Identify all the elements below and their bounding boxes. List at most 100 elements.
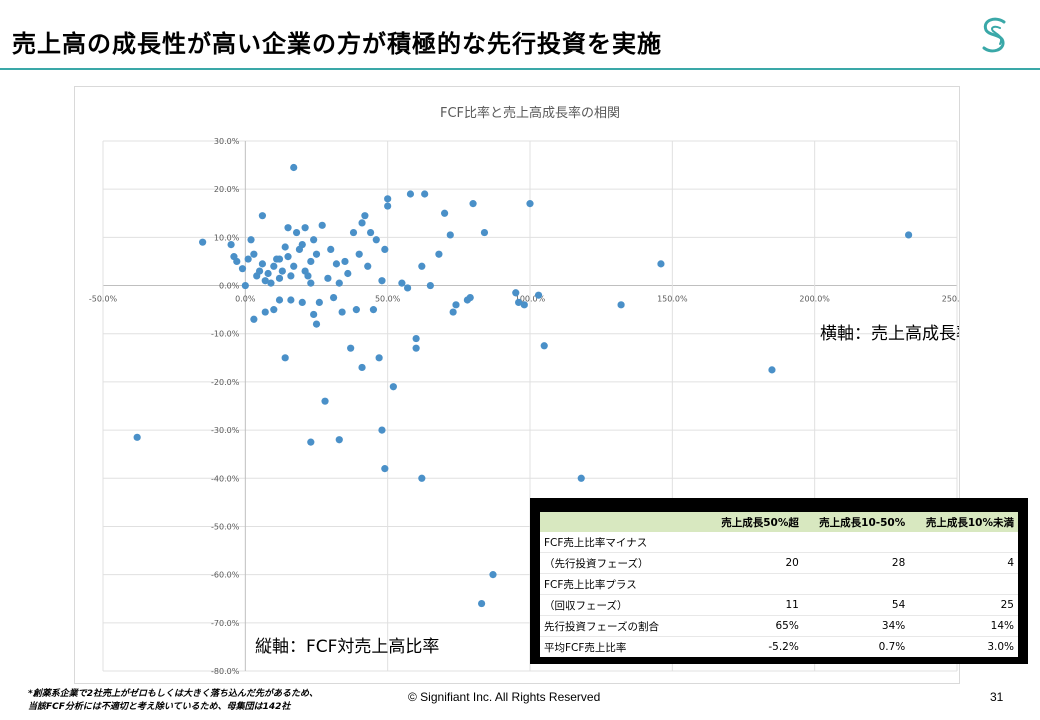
scatter-point (577, 474, 585, 482)
footnote-line: *創薬系企業で2社売上がゼロもしくは大きく落ち込んだ先があるため、 (28, 689, 318, 699)
scatter-point (355, 250, 363, 258)
scatter-point (389, 383, 397, 391)
x-tick-label: 250.0% (942, 295, 959, 304)
scatter-point (449, 308, 457, 316)
scatter-point (298, 240, 306, 249)
y-axis-label: 縦軸：FCF対売上高比率 (255, 637, 439, 657)
scatter-point (304, 272, 312, 280)
table-cell (803, 532, 909, 553)
scatter-point (478, 599, 486, 608)
scatter-point (307, 279, 315, 287)
scatter-point (512, 289, 520, 297)
table-row: FCF売上比率マイナス (540, 532, 1018, 553)
scatter-point (435, 250, 443, 258)
scatter-point (301, 224, 309, 232)
scatter-point (361, 212, 369, 220)
y-tick-label: -10.0% (211, 330, 240, 339)
x-axis-label: 横軸：売上高成長率 (820, 324, 959, 344)
scatter-point (315, 298, 323, 307)
scatter-point (384, 195, 392, 203)
scatter-point (406, 190, 415, 198)
slide-title: 売上高の成長性が高い企業の方が積極的な先行投資を実施 (12, 30, 662, 58)
scatter-point (358, 363, 366, 372)
y-tick-label: -30.0% (211, 426, 240, 435)
x-tick-label: -50.0% (89, 295, 118, 304)
scatter-point (238, 265, 247, 273)
scatter-point (329, 293, 338, 302)
scatter-point (341, 257, 349, 266)
scatter-point (384, 202, 392, 210)
table-cell: 11 (706, 594, 803, 616)
scatter-point (310, 236, 318, 244)
scatter-point (905, 231, 913, 239)
scatter-point (284, 253, 292, 261)
scatter-point (270, 262, 278, 270)
scatter-point (332, 260, 341, 268)
scatter-point (412, 334, 420, 343)
scatter-point (275, 296, 284, 304)
row-label: （回収フェーズ） (540, 594, 706, 616)
scatter-point (258, 260, 267, 268)
table-cell (802, 573, 910, 595)
scatter-point (452, 301, 460, 309)
y-tick-label: 20.0% (214, 185, 240, 194)
scatter-point (199, 238, 207, 246)
chart-title: FCF比率と売上高成長率の相関 (440, 105, 620, 121)
scatter-point (335, 279, 343, 287)
scatter-point (244, 255, 252, 263)
x-tick-label: 100.0% (515, 295, 546, 304)
scatter-point (255, 267, 264, 275)
scatter-point (412, 344, 420, 352)
summary-table-box: 売上成長50%超 売上成長10-50% 売上成長10%未満 FCF売上比率マイナ… (530, 498, 1028, 664)
table-cell (909, 532, 1018, 553)
scatter-point (290, 163, 298, 172)
scatter-point (287, 296, 295, 304)
scatter-point (446, 231, 454, 239)
table-cell (706, 532, 803, 553)
table-cell (706, 573, 803, 595)
scatter-point (250, 250, 258, 258)
scatter-point (480, 228, 489, 237)
scatter-point (617, 301, 625, 309)
scatter-point (318, 221, 326, 229)
scatter-point (540, 342, 548, 350)
scatter-point (133, 433, 141, 441)
scatter-point (307, 257, 315, 266)
x-tick-label: 50.0% (375, 295, 401, 304)
scatter-point (657, 260, 665, 268)
scatter-point (338, 308, 346, 316)
scatter-point (312, 250, 321, 258)
scatter-point (489, 571, 497, 579)
scatter-point (366, 228, 375, 237)
table-cell: 20 (706, 552, 803, 574)
table-header-row: 売上成長50%超 売上成長10-50% 売上成長10%未満 (540, 512, 1018, 532)
scatter-point (241, 281, 249, 290)
scatter-point (267, 279, 275, 287)
row-label: FCF売上比率マイナス (544, 536, 648, 549)
scatter-point (281, 354, 289, 362)
scatter-point (369, 306, 378, 314)
scatter-point (403, 284, 412, 292)
copyright: © Signifiant Inc. All Rights Reserved (408, 690, 601, 704)
scatter-point (275, 255, 284, 263)
scatter-point (381, 465, 389, 473)
table-cell: 4 (909, 552, 1018, 574)
scatter-point (378, 277, 386, 285)
table-header-cell: 売上成長50%超 (706, 512, 803, 532)
table-row: 先行投資フェーズの割合 65% 34% 14% (540, 615, 1018, 637)
scatter-point (321, 397, 329, 405)
scatter-point (261, 308, 269, 316)
table-cell: 25 (909, 594, 1018, 616)
table-row: （先行投資フェーズ） 20 28 4 (540, 552, 1018, 574)
scatter-point (768, 366, 776, 374)
scatter-point (281, 243, 289, 251)
row-label: 先行投資フェーズの割合 (540, 615, 706, 637)
scatter-point (381, 245, 389, 254)
table-cell: 0.7% (802, 636, 910, 657)
summary-table: 売上成長50%超 売上成長10-50% 売上成長10%未満 FCF売上比率マイナ… (540, 512, 1018, 657)
table-cell: 14% (909, 615, 1018, 637)
scatter-point (344, 269, 352, 278)
scatter-point (335, 436, 343, 444)
scatter-point (418, 262, 426, 270)
scatter-point (418, 474, 426, 482)
